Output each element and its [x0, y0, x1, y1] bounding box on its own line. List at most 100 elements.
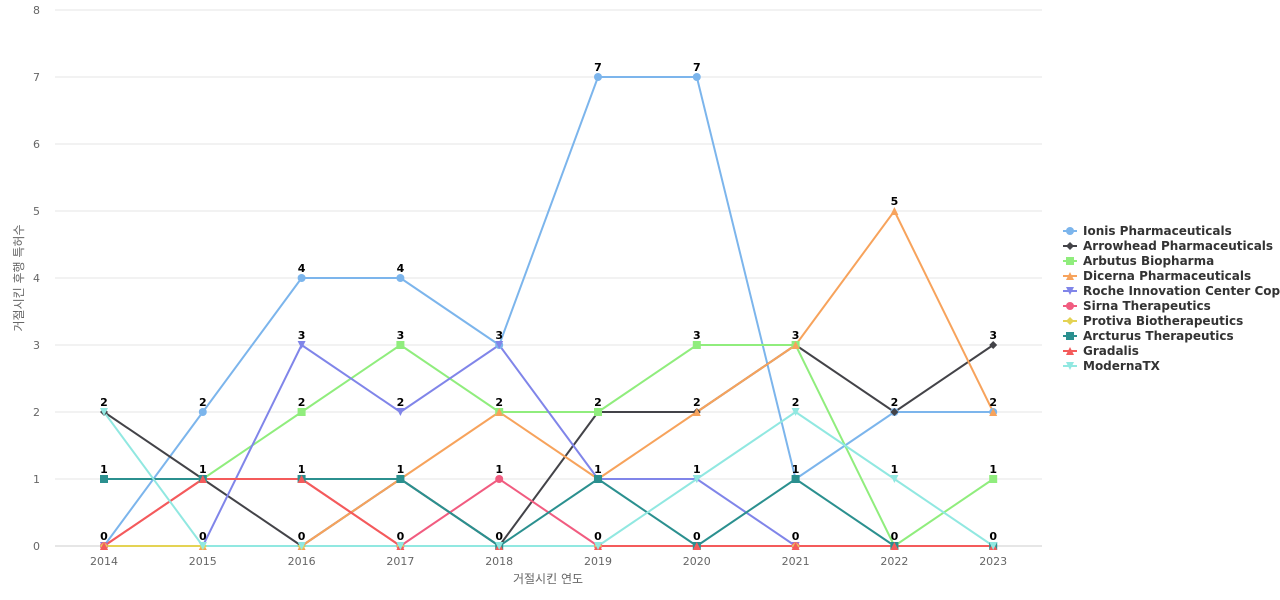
data-label: 2 [397, 396, 405, 409]
series-line-1 [103, 344, 994, 547]
data-label: 3 [792, 329, 800, 342]
series-line-3 [104, 210, 995, 547]
legend-label: Protiva Biotherapeutics [1083, 314, 1243, 328]
legend-item[interactable]: Arcturus Therapeutics [1063, 329, 1234, 343]
legend-label: Gradalis [1083, 344, 1139, 358]
legend-marker [1066, 272, 1074, 280]
y-axis-title: 거절시킨 후행 특허수 [11, 225, 26, 332]
legend-item[interactable]: Sirna Therapeutics [1063, 299, 1211, 313]
series-5-point [495, 475, 504, 483]
series-2-point [396, 341, 405, 349]
data-label: 0 [891, 530, 899, 543]
legend-label: Dicerna Pharmaceuticals [1083, 269, 1251, 283]
series-9-point [692, 475, 701, 483]
legend-item[interactable]: Arrowhead Pharmaceuticals [1063, 239, 1273, 253]
series-0-point [594, 73, 602, 81]
data-labels: 2 1 0 2 1 0 4 3 2 1 0 4 3 2 1 0 3 2 1 0 7 2 1 0 7 3 2 1 0 3 2 1 0 5 2 1 0 3 2 1… [100, 61, 997, 543]
data-label: 2 [495, 396, 503, 409]
series-9-point [100, 408, 108, 416]
series-9-point [594, 542, 602, 550]
series-4-point [495, 341, 504, 349]
data-label: 3 [495, 329, 503, 342]
series-9-point [198, 542, 207, 550]
data-label: 3 [989, 329, 997, 342]
series-1-point [989, 341, 998, 349]
series-4-point [396, 408, 405, 416]
y-tick-label: 8 [33, 4, 40, 17]
y-tick-label: 6 [33, 138, 40, 151]
series-7-point [396, 475, 405, 483]
legend-item[interactable]: Ionis Pharmaceuticals [1063, 224, 1232, 238]
series-2-point [692, 341, 701, 349]
series-3-point [692, 408, 701, 416]
series-lines [103, 76, 995, 547]
data-label: 1 [792, 463, 800, 476]
x-tick-label: 2019 [584, 555, 612, 568]
series-8-point [791, 542, 800, 550]
legend-item[interactable]: Dicerna Pharmaceuticals [1063, 269, 1251, 283]
data-label: 7 [594, 61, 602, 74]
legend-label: Sirna Therapeutics [1083, 299, 1211, 313]
data-label: 1 [397, 463, 405, 476]
data-label: 1 [594, 463, 602, 476]
data-label: 0 [989, 530, 997, 543]
data-label: 2 [891, 396, 899, 409]
series-1-point [890, 408, 899, 416]
data-label: 0 [397, 530, 405, 543]
x-tick-label: 2014 [90, 555, 118, 568]
data-label: 2 [989, 396, 997, 409]
series-2-point [297, 408, 306, 416]
data-label: 0 [298, 530, 306, 543]
legend-marker [1066, 347, 1074, 355]
y-tick-label: 3 [33, 339, 40, 352]
y-tick-label: 7 [33, 71, 40, 84]
series-7-point [100, 475, 108, 483]
legend-item[interactable]: Gradalis [1063, 344, 1139, 358]
y-tick-label: 0 [33, 540, 40, 553]
series-0-point [396, 274, 405, 282]
legend-item[interactable]: Roche Innovation Center Cop... [1063, 284, 1280, 298]
series-9-point [495, 542, 504, 550]
series-0-point [198, 408, 207, 416]
x-axis-title: 거절시킨 연도 [513, 572, 583, 586]
data-label: 0 [693, 530, 701, 543]
series-9-point [890, 475, 899, 483]
series-8-point [692, 542, 701, 550]
series-0-point [692, 73, 701, 81]
data-label: 2 [594, 396, 602, 409]
series-4-point [297, 341, 306, 349]
legend-marker [1066, 227, 1074, 235]
data-label: 3 [693, 329, 701, 342]
series-line-7 [104, 478, 994, 547]
legend-label: Roche Innovation Center Cop... [1083, 284, 1280, 298]
data-label: 0 [792, 530, 800, 543]
x-tick-label: 2022 [880, 555, 908, 568]
legend-item[interactable]: ModernaTX [1063, 359, 1161, 373]
legend-marker [1066, 362, 1074, 370]
series-3-point [989, 408, 998, 416]
data-label: 1 [693, 463, 701, 476]
legend-item[interactable]: Arbutus Biopharma [1063, 254, 1214, 268]
data-label: 0 [199, 530, 207, 543]
data-label: 0 [100, 530, 108, 543]
series-line-9 [103, 411, 994, 547]
legend-label: ModernaTX [1083, 359, 1161, 373]
legend-label: Arcturus Therapeutics [1083, 329, 1234, 343]
data-label: 0 [495, 530, 503, 543]
data-label: 1 [495, 463, 503, 476]
y-tick-label: 5 [33, 205, 40, 218]
series-7-point [791, 475, 800, 483]
x-tick-label: 2015 [189, 555, 217, 568]
series-9-point [989, 542, 998, 550]
data-label: 2 [792, 396, 800, 409]
y-tick-label: 1 [33, 473, 40, 486]
series-0-point [297, 274, 306, 282]
legend-item[interactable]: Protiva Biotherapeutics [1063, 314, 1243, 328]
legend-marker [1066, 242, 1074, 250]
x-tick-label: 2017 [386, 555, 414, 568]
series-9-point [791, 408, 800, 416]
legend-marker [1066, 317, 1074, 325]
legend-label: Ionis Pharmaceuticals [1083, 224, 1232, 238]
